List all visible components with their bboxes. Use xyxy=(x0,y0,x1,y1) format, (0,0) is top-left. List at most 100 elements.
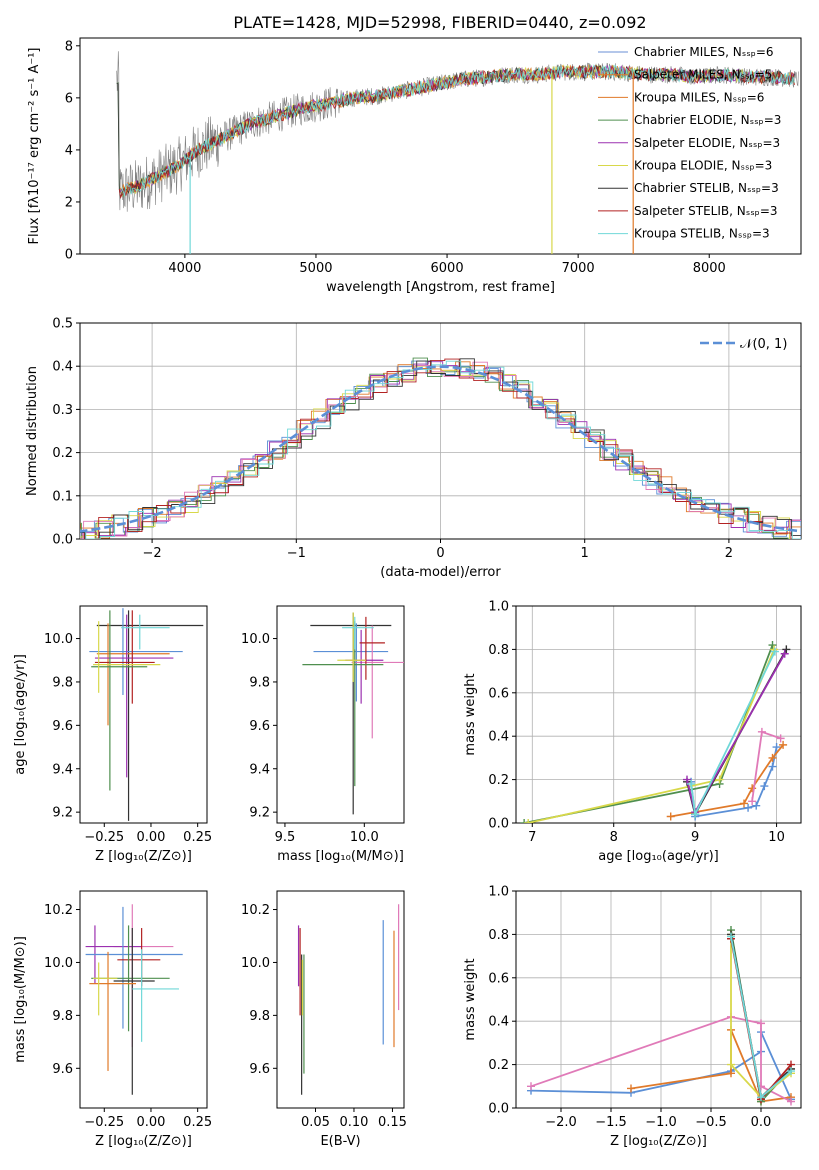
y-tick-label: 10.0 xyxy=(44,632,73,647)
y-axis-label: mass weight xyxy=(463,673,478,755)
y-tick-label: 1.0 xyxy=(488,600,509,615)
legend-entry: Chabrier MILES, Nₛₛₚ=6 xyxy=(634,45,774,59)
data-point xyxy=(345,629,384,704)
weight-marker xyxy=(768,641,777,650)
x-axis-label: Z [log₁₀(Z/Z⊙)] xyxy=(95,1134,192,1149)
weight-marker xyxy=(727,1069,735,1078)
weight-marker xyxy=(666,812,675,821)
weight-marker xyxy=(744,803,753,812)
spectrum-panel: 4000 5000 6000 7000 8000 0 2 4 6 8 wavelength [Ang… xyxy=(27,37,802,295)
x-tick-label: 7000 xyxy=(562,261,595,276)
weight-marker xyxy=(757,727,766,736)
legend-entry: Kroupa ELODIE, Nₛₛₚ=3 xyxy=(634,159,772,173)
weight-vs-metallicity-panel: −2.0 −1.5 −1.0 −0.5 0.0 0.0 0.2 0.4 0.6 0.8 1.0 Z [… xyxy=(463,885,802,1149)
weight-series xyxy=(687,743,781,821)
data-point xyxy=(93,962,118,1016)
weight-marker xyxy=(527,1082,535,1091)
x-tick-label: 6000 xyxy=(431,261,464,276)
y-tick-label: 2 xyxy=(65,195,73,210)
weight-marker xyxy=(757,1019,765,1028)
weight-marker xyxy=(752,801,761,810)
y-tick-label: 9.6 xyxy=(52,1062,73,1077)
y-axis-label: mass weight xyxy=(463,958,478,1040)
weight-marker xyxy=(768,762,777,771)
data-point xyxy=(94,614,174,778)
y-tick-label: 9.6 xyxy=(52,719,73,734)
x-tick-label: 0.10 xyxy=(339,1115,368,1130)
data-point xyxy=(89,608,183,695)
x-tick-label: 4000 xyxy=(168,261,201,276)
x-tick-label: 0.25 xyxy=(183,830,212,845)
weight-marker xyxy=(757,1093,765,1102)
y-tick-label: 6 xyxy=(65,91,73,106)
x-tick-label: 0.00 xyxy=(136,1115,165,1130)
x-axis-label: Z [log₁₀(Z/Z⊙)] xyxy=(610,1134,707,1149)
mass-vs-ebv-panel: 0.05 0.10 0.15 9.6 9.8 10.0 10.2 E(B-V) xyxy=(241,890,407,1149)
axes-frame xyxy=(515,605,802,824)
y-tick-label: 9.4 xyxy=(52,762,73,777)
y-tick-label: 9.8 xyxy=(52,675,73,690)
x-tick-label: 10 xyxy=(768,830,785,845)
normal-reference-curve xyxy=(80,365,801,533)
weight-marker xyxy=(768,753,777,762)
x-tick-label: 9.5 xyxy=(275,830,296,845)
axes-frame xyxy=(79,322,802,540)
data-point xyxy=(302,621,384,787)
y-tick-label: 9.8 xyxy=(52,1009,73,1024)
figure-title: PLATE=1428, MJD=52998, FIBERID=0440, z=0… xyxy=(233,13,646,32)
y-tick-label: 0.0 xyxy=(52,533,73,548)
y-axis-label: Normed distribution xyxy=(25,366,40,496)
x-axis-label: wavelength [Angstrom, rest frame] xyxy=(326,280,555,295)
y-tick-label: 9.8 xyxy=(249,675,270,690)
weight-marker xyxy=(727,1060,735,1069)
y-tick-label: 10.0 xyxy=(241,632,270,647)
data-point xyxy=(94,610,155,704)
weight-marker xyxy=(691,810,700,819)
y-tick-label: 0.2 xyxy=(488,1058,509,1073)
y-tick-label: 0.2 xyxy=(488,773,509,788)
weight-marker xyxy=(780,649,789,658)
data-point xyxy=(91,610,148,791)
model-fit-line xyxy=(121,64,634,195)
y-tick-label: 10.0 xyxy=(44,956,73,971)
weight-series xyxy=(666,740,788,821)
x-tick-label: −0.25 xyxy=(84,830,124,845)
y-tick-label: 10.2 xyxy=(241,903,270,918)
x-tick-label: 0 xyxy=(436,546,444,561)
weight-series-line xyxy=(670,744,784,818)
spectrum-legend: Chabrier MILES, Nₛₛₚ=6 Salpeter MILES, Nₛ… xyxy=(598,45,781,241)
y-tick-label: 9.2 xyxy=(249,806,270,821)
legend-entry: Kroupa STELIB, Nₛₛₚ=3 xyxy=(634,227,770,241)
axes-frame xyxy=(515,890,802,1109)
data-point xyxy=(121,614,170,650)
data-point xyxy=(351,625,404,739)
weight-series xyxy=(687,647,779,819)
y-axis-label: Flux [fλ10⁻¹⁷ erg cm⁻² s⁻¹ A⁻¹] xyxy=(27,48,42,245)
plot-area xyxy=(89,608,204,821)
data-point xyxy=(96,623,170,726)
weight-marker xyxy=(683,775,691,784)
y-tick-label: 0.4 xyxy=(488,1015,509,1030)
plot-area xyxy=(85,904,183,1095)
x-tick-label: 10.0 xyxy=(350,830,379,845)
model-fit-line xyxy=(116,64,795,198)
y-tick-label: 4 xyxy=(65,143,73,158)
weight-marker xyxy=(770,647,779,656)
x-tick-label: 8000 xyxy=(693,261,726,276)
axes-frame xyxy=(276,890,405,1109)
data-point xyxy=(342,616,374,650)
y-tick-label: 1.0 xyxy=(488,885,509,900)
residual-histogram-series xyxy=(80,361,801,539)
x-tick-label: 9 xyxy=(691,830,699,845)
weight-marker xyxy=(772,743,781,752)
plot-area xyxy=(302,612,404,815)
weight-marker xyxy=(727,932,735,941)
y-tick-label: 9.2 xyxy=(52,806,73,821)
legend-entry: Chabrier STELIB, Nₛₛₚ=3 xyxy=(634,181,779,195)
data-point xyxy=(93,621,161,693)
y-tick-label: 0.3 xyxy=(52,403,73,418)
weight-marker xyxy=(524,819,533,823)
model-fit-line xyxy=(121,64,795,196)
weight-series xyxy=(748,727,785,806)
